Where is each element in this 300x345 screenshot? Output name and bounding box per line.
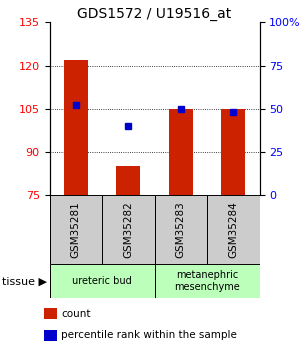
Text: GSM35282: GSM35282 (123, 201, 133, 258)
Bar (50, 264, 154, 298)
Title: GDS1572 / U19516_at: GDS1572 / U19516_at (77, 7, 232, 21)
Bar (102, 195, 154, 264)
Bar (221, 109, 245, 195)
Text: count: count (61, 309, 90, 319)
Text: GSM35281: GSM35281 (71, 201, 81, 258)
Text: GSM35283: GSM35283 (176, 201, 186, 258)
Text: ureteric bud: ureteric bud (72, 276, 132, 286)
Text: GSM35284: GSM35284 (228, 201, 238, 258)
Bar (44, 308, 57, 319)
Text: percentile rank within the sample: percentile rank within the sample (61, 331, 237, 340)
Text: metanephric
mesenchyme: metanephric mesenchyme (174, 270, 240, 292)
Bar (64, 60, 88, 195)
Bar (50, 195, 102, 264)
Bar (154, 195, 207, 264)
Bar (169, 109, 193, 195)
Text: tissue ▶: tissue ▶ (2, 276, 46, 286)
Bar (154, 264, 260, 298)
Bar (207, 195, 260, 264)
Bar (116, 166, 140, 195)
Bar (44, 330, 57, 341)
